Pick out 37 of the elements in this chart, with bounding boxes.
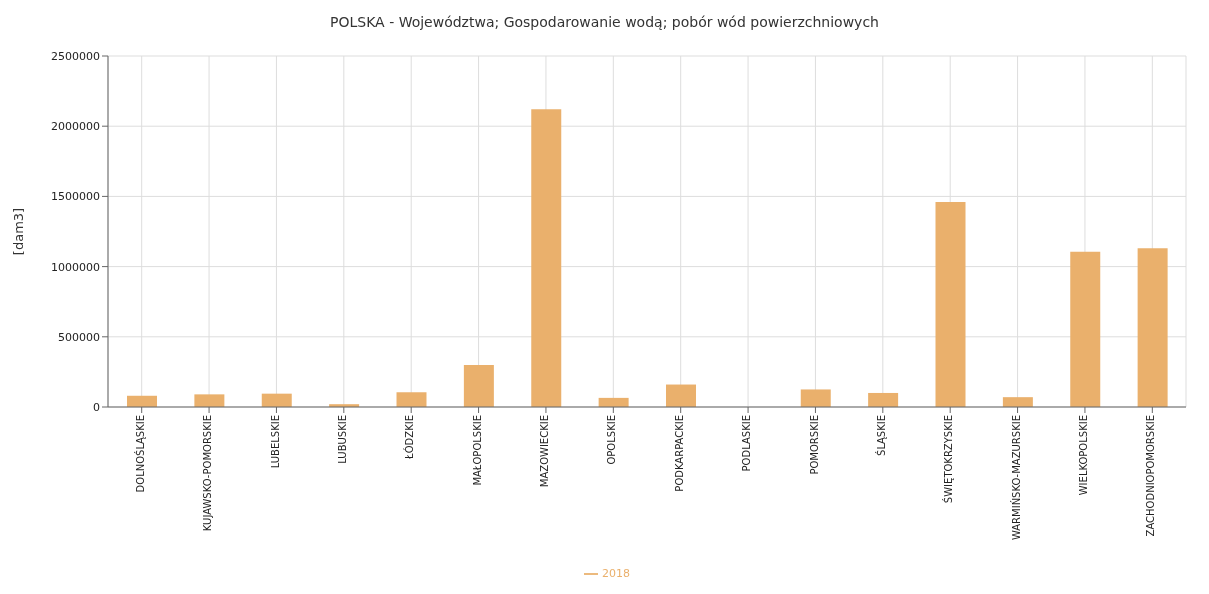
bar [800, 389, 831, 407]
x-tick-label: MAZOWIECKIE [539, 415, 551, 488]
bar [1070, 251, 1101, 407]
x-tick-label: ŚLĄSKIE [874, 415, 887, 456]
legend-label: 2018 [602, 567, 630, 580]
x-tick-label: DOLNOŚLĄSKIE [133, 415, 146, 493]
x-tick-label: KUJAWSKO-POMORSKIE [202, 415, 214, 532]
bar [1002, 397, 1033, 407]
x-tick-label: PODKARPACKIE [673, 415, 685, 492]
x-tick-label: ZACHODNIOPOMORSKIE [1145, 415, 1157, 537]
bar [463, 364, 494, 407]
x-tick-label: POMORSKIE [808, 415, 820, 475]
bar [194, 394, 225, 407]
x-tick-label: OPOLSKIE [606, 415, 618, 465]
y-tick-label: 500000 [58, 330, 100, 344]
y-axis-title: [dam3] [10, 207, 26, 256]
chart-title: POLSKA - Województwa; Gospodarowanie wodą; pobór wód powierzchniowych [329, 13, 880, 32]
bar [396, 392, 427, 407]
y-tick-label: 0 [93, 400, 100, 414]
x-tick-label: ŚWIĘTOKRZYSKIE [942, 415, 955, 504]
x-tick-label: PODLASKIE [741, 415, 753, 472]
bar [868, 392, 899, 407]
x-tick-label: WIELKOPOLSKIE [1078, 415, 1090, 496]
x-tick-label: ŁÓDZKIE [403, 415, 416, 460]
bar [531, 109, 562, 407]
y-tick-label: 1000000 [51, 260, 100, 274]
x-tick-label: MAŁOPOLSKIE [471, 415, 483, 486]
y-tick-label: 1500000 [51, 190, 100, 204]
bar [261, 393, 292, 407]
bar [935, 202, 966, 407]
bar [1137, 248, 1168, 407]
bar [666, 384, 696, 407]
x-tick-label: WARMIŃSKO-MAZURSKIE [1009, 415, 1022, 541]
x-tick-label: LUBELSKIE [269, 415, 281, 469]
y-tick-label: 2500000 [51, 49, 100, 63]
x-tick-label: LUBUSKIE [336, 415, 348, 464]
y-tick-label: 2000000 [51, 120, 100, 134]
